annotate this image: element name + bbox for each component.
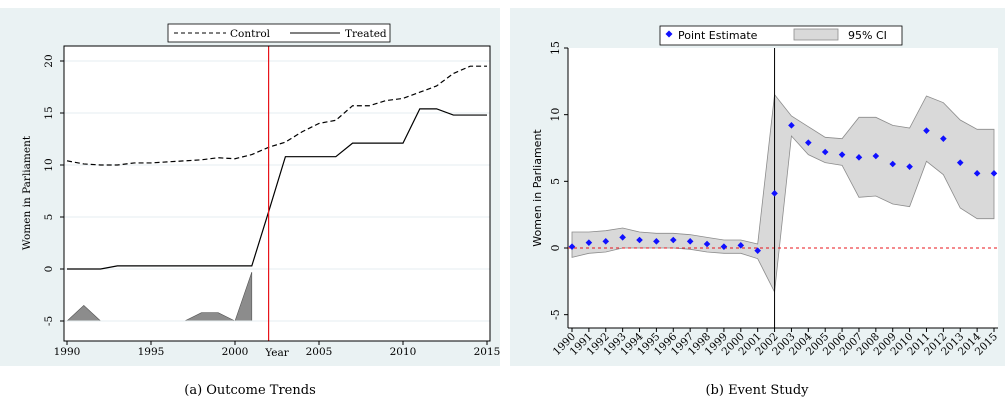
legend-point-estimate-label: Point Estimate [678,29,758,42]
legend-treated-label: Treated [345,28,387,40]
panel-a-y-tick-label: 20 [43,54,55,67]
panel-a-x-tick-label: 2000 [222,346,249,358]
panel-a-x-tick-label: 1995 [138,346,165,358]
panel-b-y-axis-label: Women in Parliament [531,129,544,247]
panel-a-x-tick-label: 2015 [474,346,501,358]
panel-b-y-tick-label: 5 [549,178,562,185]
panel-b-caption: (b) Event Study [705,383,809,398]
panel-a-caption: (a) Outcome Trends [184,383,316,398]
point-estimate-marker [619,234,626,241]
panel-b-legend: Point Estimate 95% CI [659,25,903,46]
point-estimate-marker [855,154,863,161]
point-estimate-marker [653,238,660,245]
panel-a-plot-area [64,46,490,341]
point-estimate-marker [906,163,913,170]
point-estimate-marker [602,238,610,245]
panel-a-plot-border [63,45,491,342]
panel-b-y-tick-label: 10 [549,108,562,122]
panel-a-y-tick-label: 5 [43,214,55,221]
point-estimate-marker [872,152,880,160]
panel-a-legend: Control Treated [167,23,391,43]
point-estimate-marker [585,239,593,246]
point-estimate-marker [956,159,964,166]
panel-b-point-estimates [568,122,998,254]
point-estimate-marker [973,170,981,177]
panel-b-legend-box [659,25,903,46]
panel-a-x-tick-label: 1990 [54,346,81,358]
point-estimate-marker [788,122,795,129]
legend-control-label: Control [230,28,271,40]
legend-ci-label: 95% CI [848,29,887,42]
point-estimate-marker [737,242,745,249]
legend-ci-swatch [793,28,839,41]
panel-a-y-tick-label: 10 [43,158,55,171]
point-estimate-marker [720,243,728,250]
point-estimate-marker [821,148,829,156]
point-estimate-marker [754,247,761,254]
point-estimate-marker [889,160,897,168]
panel-a-x-tick-label: 2010 [390,346,417,358]
panel-b-y-tick-label: 0 [549,245,562,252]
point-estimate-marker [923,127,930,134]
panel-b-ci-area [571,93,995,294]
panel-a-y-tick-label: 0 [43,266,55,273]
panel-a-y-tick-label: 15 [43,106,55,119]
panel-a-axes: -5 0 5 10 15 20 1990 1995 2000 2005 2010 2015 [43,54,500,358]
panel-a-x-tick-label: 2005 [306,346,333,358]
panel-a-x-axis-label: Year [264,347,289,359]
point-estimate-marker [771,190,778,197]
point-estimate-marker [669,236,677,244]
point-estimate-marker [686,238,694,245]
panel-a-series [66,65,487,270]
point-estimate-marker [990,170,998,177]
point-estimate-marker [703,240,711,248]
legend-point-estimate-marker [665,30,673,38]
series-line-treated [67,108,487,270]
panel-a: -5 0 5 10 15 20 1990 1995 2000 2005 2010 2015 Contr… [0,8,500,398]
panel-b-y-tick-label: 15 [549,41,562,55]
panel-a-legend-box [167,23,391,43]
panel-b: -505101519901991199219931994199519961997… [510,8,1005,398]
point-estimate-marker [636,236,643,244]
panel-a-y-tick-label: -5 [43,316,55,326]
panel-a-y-axis-label: Women in Parliament [21,135,33,250]
point-estimate-marker [940,135,947,142]
point-estimate-marker [838,151,846,158]
panel-b-y-tick-label: -5 [549,309,562,320]
point-estimate-marker [805,139,812,146]
panel-b-ci-band [571,93,995,294]
point-estimate-marker [568,243,576,250]
